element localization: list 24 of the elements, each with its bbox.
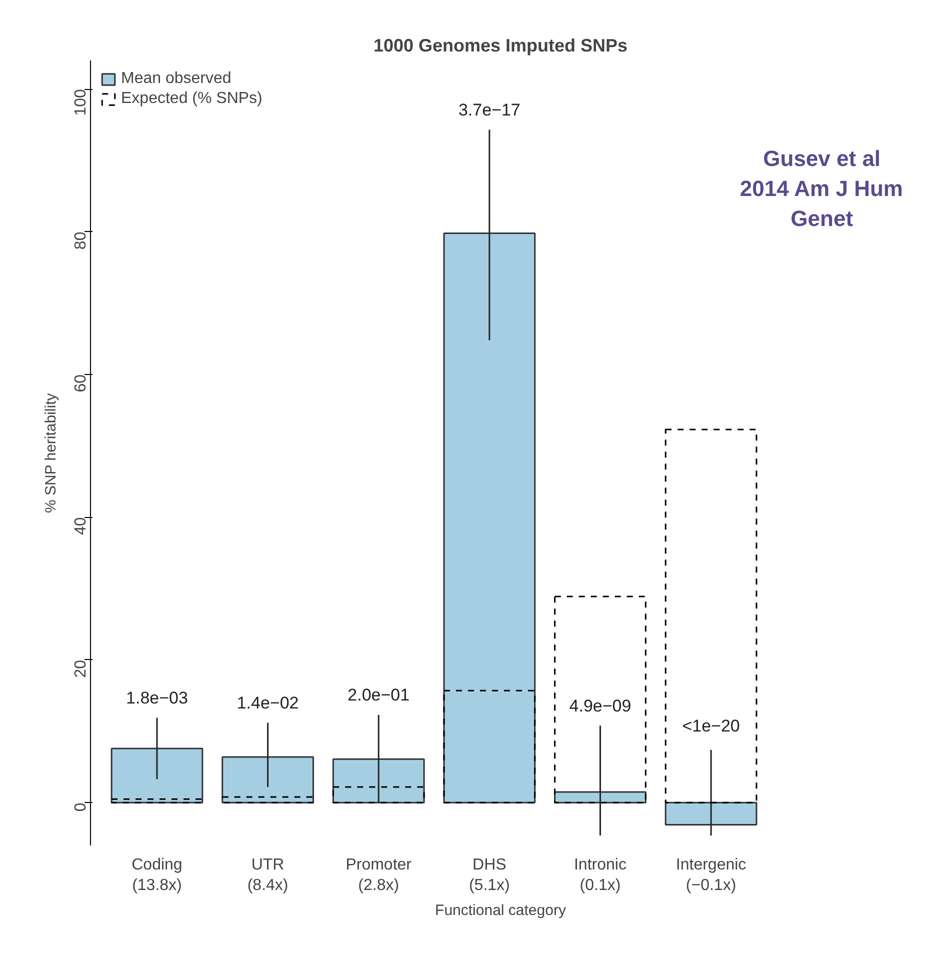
y-tick-label: 0 bbox=[72, 802, 90, 812]
y-tick-label: 60 bbox=[72, 374, 90, 392]
annotation: 1.8e−03 bbox=[126, 688, 188, 708]
annotation: Gusev et al 2014 Am J Hum Genet bbox=[740, 146, 903, 232]
annotation: 4.9e−09 bbox=[569, 696, 632, 716]
x-tick-label: Promoter (2.8x) bbox=[346, 856, 412, 894]
x-tick-label: DHS (5.1x) bbox=[468, 856, 510, 894]
annotation: 1.4e−02 bbox=[236, 693, 299, 712]
legend-label: Expected (% SNPs) bbox=[121, 90, 262, 108]
x-tick-label: UTR (8.4x) bbox=[247, 856, 288, 894]
y-tick-label: 40 bbox=[72, 517, 90, 536]
x-tick-label: Intronic (0.1x) bbox=[574, 856, 626, 894]
annotation: 3.7e−17 bbox=[458, 100, 520, 120]
legend-label: Mean observed bbox=[121, 70, 232, 88]
x-tick-label: Intergenic (−0.1x) bbox=[676, 856, 746, 894]
y-axis-title: % SNP heritability bbox=[42, 392, 60, 514]
annotation: 2.0e−01 bbox=[348, 686, 410, 705]
y-tick-label: 100 bbox=[72, 88, 90, 116]
y-tick-label: 20 bbox=[72, 660, 90, 678]
chart-title: 1000 Genomes Imputed SNPs bbox=[373, 36, 628, 56]
x-axis-title: Functional category bbox=[435, 902, 566, 919]
x-tick-label: Coding (13.8x) bbox=[132, 856, 182, 894]
annotation: <1e−20 bbox=[682, 716, 740, 736]
y-tick-label: 80 bbox=[72, 232, 90, 250]
